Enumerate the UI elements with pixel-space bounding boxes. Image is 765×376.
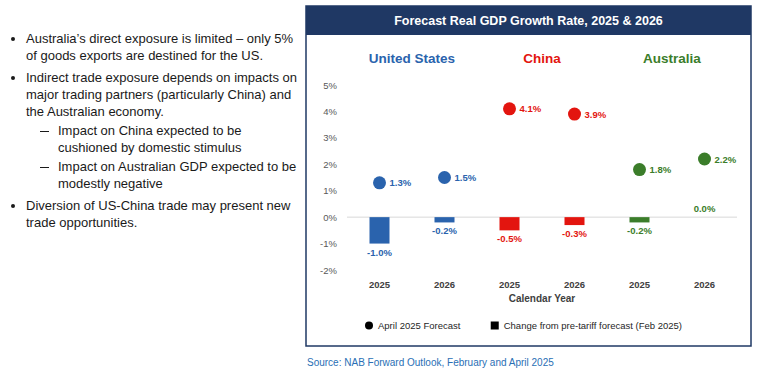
group-label: Australia: [643, 51, 701, 66]
sub-bullet: Impact on China expected to be cushioned…: [40, 122, 298, 156]
legend: April 2025 Forecast Change from pre-tarif…: [365, 320, 682, 331]
y-tick-label: 4%: [323, 106, 337, 117]
data-label: -0.2%: [627, 225, 652, 236]
group-label: United States: [369, 51, 455, 66]
bullet-text: Australia’s direct exposure is limited –…: [26, 31, 293, 63]
data-label: 0.0%: [694, 203, 716, 214]
dot: [698, 153, 711, 166]
x-axis-title: Calendar Year: [509, 293, 576, 304]
y-tick-label: 0%: [323, 212, 337, 223]
x-tick-label: 2025: [499, 279, 521, 290]
y-tick-label: -1%: [320, 238, 337, 249]
bullet-list: Australia’s direct exposure is limited –…: [6, 30, 298, 236]
data-label: 1.3%: [390, 177, 412, 188]
x-tick-label: 2026: [434, 279, 455, 290]
bullet: Indirect trade exposure depends on impac…: [26, 69, 298, 192]
sub-bullets: Impact on China expected to be cushioned…: [26, 122, 298, 192]
data-label: -1.0%: [367, 247, 392, 258]
source-note: Source: NAB Forward Outlook, February an…: [307, 357, 554, 368]
title-bar: [306, 6, 751, 35]
bar: [630, 217, 650, 222]
dot: [568, 108, 581, 121]
legend-marker: [491, 322, 499, 330]
y-tick-label: 1%: [323, 185, 337, 196]
y-tick-label: 3%: [323, 132, 337, 143]
x-tick-label: 2026: [694, 279, 715, 290]
bullet-text: Diversion of US-China trade may present …: [26, 198, 290, 230]
data-label: 3.9%: [585, 109, 607, 120]
y-tick-label: 5%: [323, 80, 337, 91]
data-label: 2.2%: [715, 154, 737, 165]
legend-marker: [365, 322, 373, 330]
dot: [633, 163, 646, 176]
bar: [565, 217, 585, 225]
y-tick-label: 2%: [323, 159, 337, 170]
x-tick-label: 2025: [629, 279, 651, 290]
dot: [373, 176, 386, 189]
bar: [435, 217, 455, 222]
data-label: 4.1%: [520, 103, 542, 114]
x-tick-label: 2025: [369, 279, 391, 290]
bullet-text: Indirect trade exposure depends on impac…: [26, 70, 297, 119]
group-label: China: [523, 51, 561, 66]
data-label: 1.5%: [455, 172, 477, 183]
y-tick-label: -2%: [320, 265, 337, 276]
data-label: -0.2%: [432, 225, 457, 236]
chart-title: Forecast Real GDP Growth Rate, 2025 & 20…: [394, 14, 663, 28]
bar: [370, 217, 390, 243]
dot: [438, 171, 451, 184]
sub-bullet: Impact on Australian GDP expected to be …: [40, 158, 298, 192]
marks: [370, 102, 712, 243]
panel-frame: [306, 6, 751, 346]
bar: [695, 217, 715, 218]
x-tick-label: 2026: [564, 279, 585, 290]
legend-label: Change from pre-tariff forecast (Feb 202…: [504, 320, 682, 331]
chart-panel: Forecast Real GDP Growth Rate, 2025 & 20…: [305, 5, 752, 347]
data-label: -0.3%: [562, 228, 587, 239]
data-labels: -1.0% -0.2% -0.5% -0.3% -0.2% 0.0% 1.3% 1.5% 4.1…: [367, 103, 737, 257]
data-label: 1.8%: [650, 164, 672, 175]
bullet: Australia’s direct exposure is limited –…: [26, 30, 298, 64]
bullet: Diversion of US-China trade may present …: [26, 197, 298, 231]
bar: [500, 217, 520, 230]
data-label: -0.5%: [497, 233, 522, 244]
dot: [503, 102, 516, 115]
legend-label: April 2025 Forecast: [378, 320, 461, 331]
bullets: Australia’s direct exposure is limited –…: [6, 30, 298, 231]
zero-line: [347, 217, 737, 218]
